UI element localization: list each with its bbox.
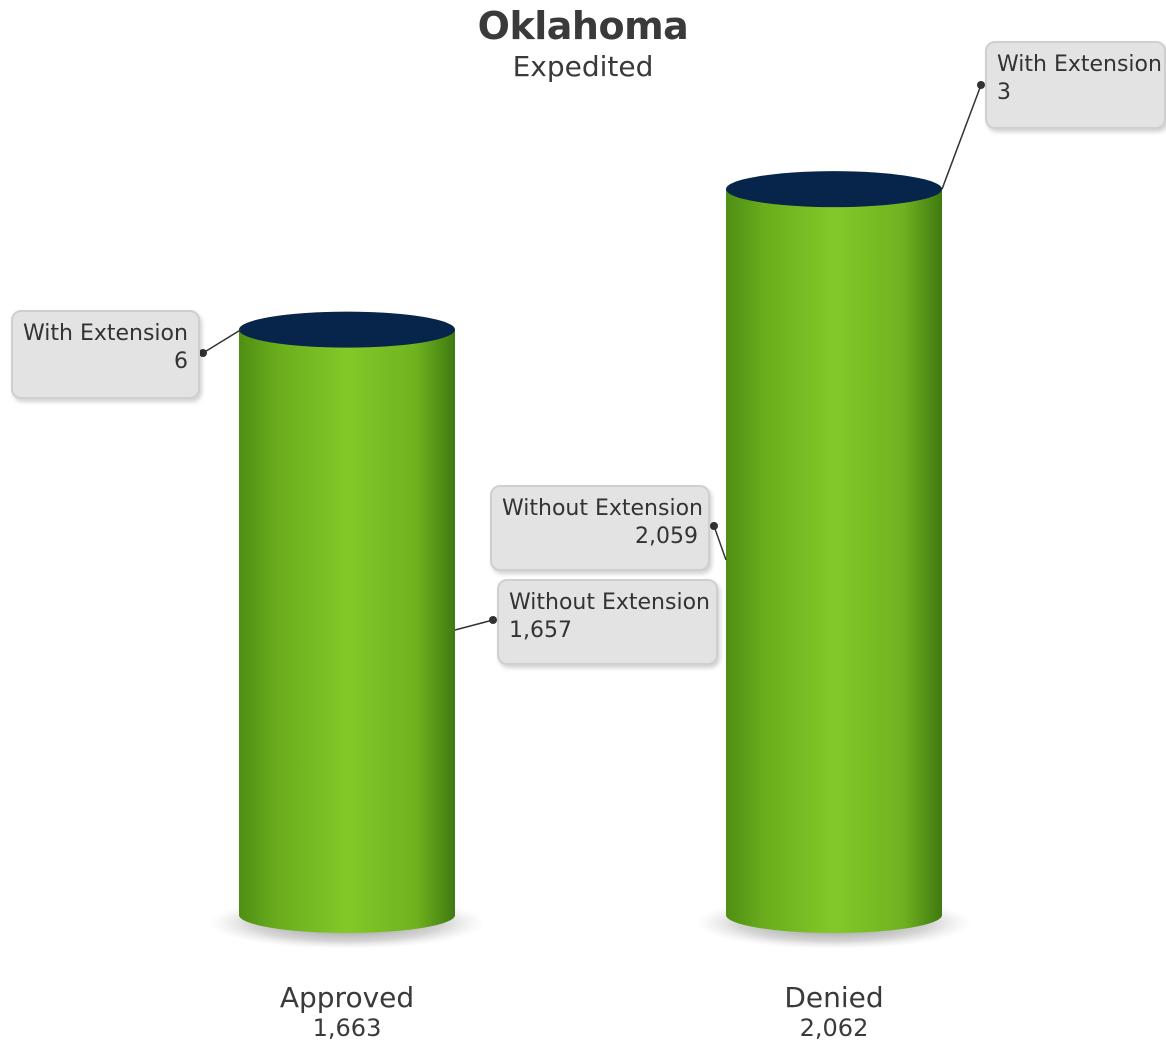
bar-denied [726, 189, 942, 933]
data-label-value: 6 [174, 349, 188, 374]
data-label-without-extension-denied: Without Extension 2,059 [490, 485, 710, 571]
data-label-series: Without Extension [502, 496, 703, 521]
chart-subtitle: Expedited [512, 50, 654, 83]
category-total: 2,062 [799, 1014, 869, 1042]
chart-title: Oklahoma [477, 4, 689, 48]
data-label-series: Without Extension [509, 590, 710, 615]
category-label-approved: Approved 1,663 [197, 981, 497, 1043]
data-label-series: With Extension [997, 52, 1162, 77]
data-label-with-extension-approved: With Extension 6 [11, 310, 200, 399]
data-label-series: With Extension [23, 321, 188, 346]
leader-with-extension-approved-dot [199, 349, 207, 357]
leader-without-extension-denied [713, 525, 727, 561]
category-name: Approved [279, 981, 415, 1014]
bar-approved [239, 329, 455, 933]
data-label-without-extension-approved: Without Extension 1,657 [497, 579, 718, 665]
data-label-value: 1,657 [509, 618, 572, 643]
leader-with-extension-denied-dot [977, 81, 985, 89]
bar-top-approved [239, 311, 455, 348]
category-name: Denied [784, 981, 884, 1014]
category-total: 1,663 [312, 1014, 382, 1042]
data-label-with-extension-denied: With Extension 3 [985, 41, 1166, 129]
leader-without-extension-denied-dot [710, 522, 718, 530]
data-label-value: 3 [997, 80, 1011, 105]
data-label-value: 2,059 [635, 524, 698, 549]
leader-without-extension-approved [454, 619, 494, 631]
leader-with-extension-approved [202, 328, 242, 354]
category-label-denied: Denied 2,062 [684, 981, 984, 1043]
leader-without-extension-approved-dot [489, 616, 497, 624]
bar-top-denied [726, 171, 942, 208]
leader-with-extension-denied [941, 84, 982, 190]
